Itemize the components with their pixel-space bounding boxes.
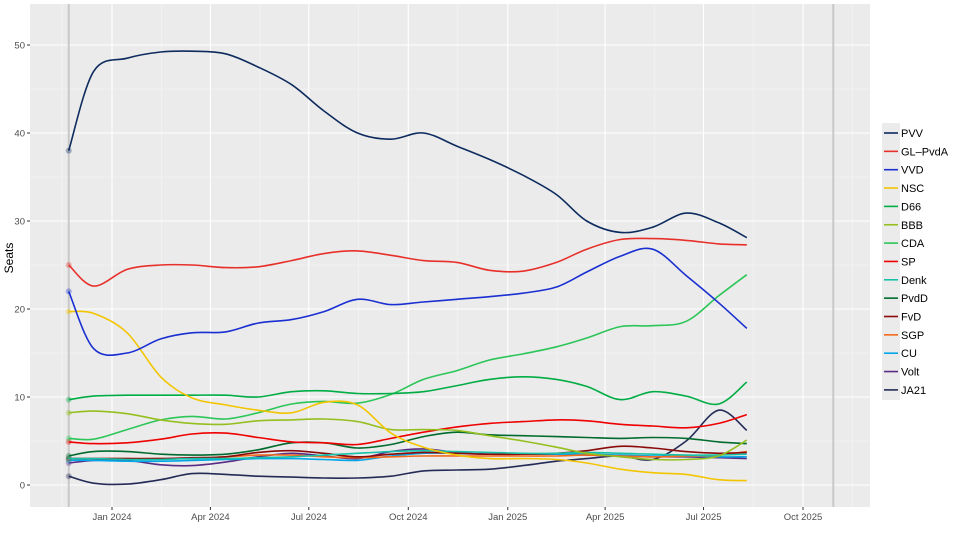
y-tick-label: 30: [14, 217, 25, 228]
y-axis: 0 10 20 30 40 50: [14, 41, 30, 492]
x-tick-label: Oct 2024: [389, 512, 428, 523]
legend-label: D66: [901, 201, 921, 213]
election-result-point: [65, 452, 72, 459]
election-result-point: [65, 455, 72, 462]
series-line-denk: [68, 449, 747, 461]
x-tick-label: Apr 2024: [191, 512, 230, 523]
legend-label: Volt: [901, 367, 919, 379]
series-line-vvd: [67, 247, 748, 357]
election-result-point: [65, 308, 72, 315]
legend-label: CU: [901, 348, 917, 360]
legend-label: NSC: [901, 183, 924, 195]
series-line-cda: [68, 274, 748, 441]
x-tick-label: Jul 2024: [291, 512, 327, 523]
election-result-point: [65, 147, 72, 154]
legend-label: PVV: [901, 128, 924, 140]
election-result-point: [65, 435, 72, 442]
grid: [30, 4, 870, 507]
legend-label: PvdD: [901, 293, 928, 305]
series-line-bbb: [68, 410, 748, 461]
series-line-cu: [68, 452, 747, 463]
series-line-pvv: [67, 50, 748, 239]
legend-label: GL–PvdA: [901, 146, 949, 158]
legend-label: VVD: [901, 165, 924, 177]
x-tick-label: Jul 2025: [686, 512, 722, 523]
legend-label: SGP: [901, 330, 924, 342]
election-result-point: [65, 460, 72, 466]
x-tick-label: Jan 2025: [488, 512, 527, 523]
election-result-point: [65, 396, 72, 403]
y-tick-label: 50: [14, 41, 25, 52]
y-axis-label: Seats: [2, 243, 16, 274]
election-markers: [67, 4, 835, 507]
y-tick-label: 0: [20, 481, 25, 492]
legend-label: JA21: [901, 385, 926, 397]
x-tick-label: Apr 2025: [586, 512, 625, 523]
x-tick-label: Jan 2024: [92, 512, 131, 523]
election-result-point: [65, 262, 72, 268]
legend-label: SP: [901, 256, 916, 268]
series-line-sp: [68, 413, 748, 446]
legend-label: BBB: [901, 220, 923, 232]
y-tick-label: 40: [14, 129, 25, 140]
legend-label: Denk: [901, 275, 927, 287]
series-line-nsc: [68, 310, 747, 482]
legend: PVV GL–PvdA VVD NSC D66 BBB CDA SP Denk PvdD FvD SG…: [882, 123, 949, 400]
y-tick-label: 10: [14, 393, 25, 404]
election-result-point: [65, 288, 72, 295]
legend-label: FvD: [901, 312, 921, 324]
series-line-d66: [68, 375, 748, 406]
plot-panel: [30, 4, 870, 507]
series-lines: [65, 50, 748, 486]
election-result-point: [65, 473, 72, 480]
x-tick-label: Oct 2025: [784, 512, 823, 523]
x-axis: Jan 2024 Apr 2024 Jul 2024 Oct 2024 Jan 2025…: [92, 507, 822, 523]
y-tick-label: 20: [14, 305, 25, 316]
election-result-point: [65, 438, 72, 445]
series-line-gl-pvda: [68, 237, 747, 287]
election-result-point: [65, 409, 72, 416]
legend-label: CDA: [901, 238, 925, 250]
